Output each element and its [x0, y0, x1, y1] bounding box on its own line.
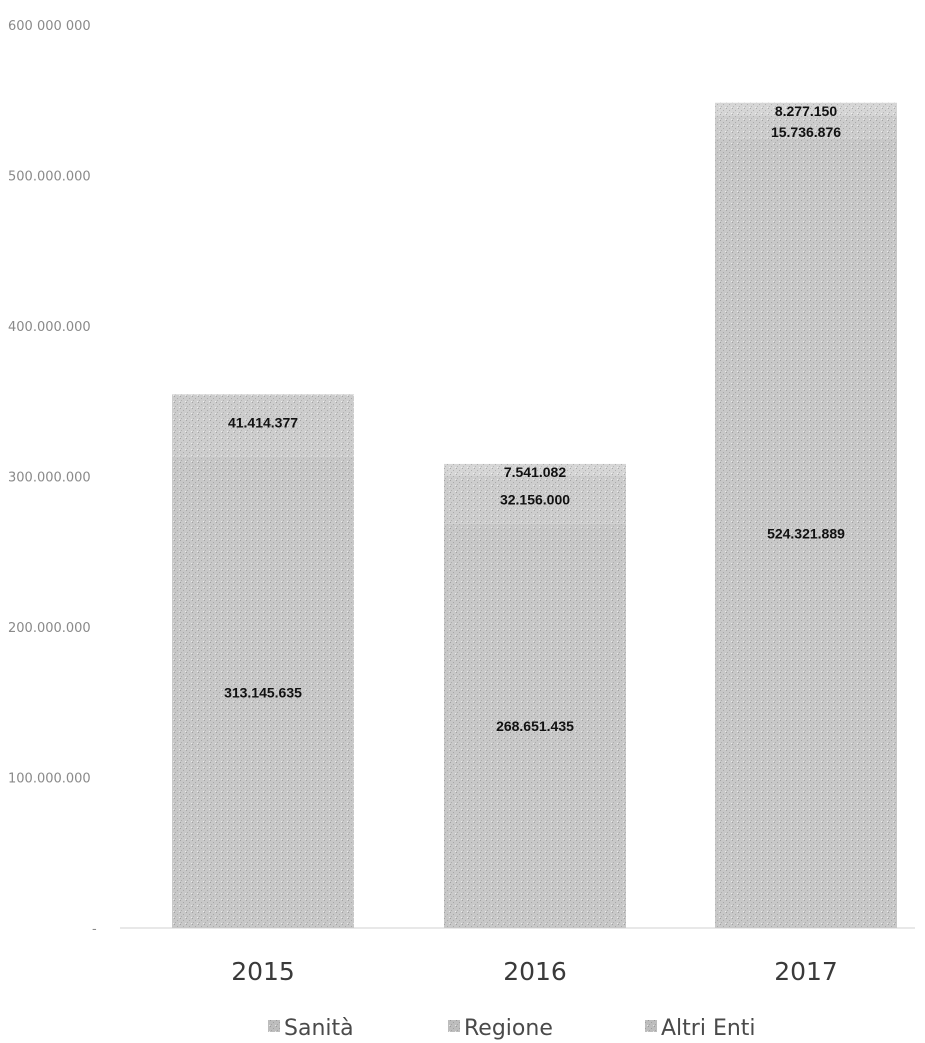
- x-tick-label: 2016: [503, 957, 567, 986]
- bar-texture: [172, 394, 354, 457]
- legend-item: Regione: [448, 1016, 553, 1041]
- legend-label: Sanità: [284, 1016, 354, 1041]
- bar-texture: [444, 475, 626, 524]
- legend-label: Regione: [464, 1016, 553, 1041]
- data-label: 524.321.889: [767, 525, 845, 541]
- bar-texture: [444, 463, 626, 476]
- bar-texture: [715, 115, 897, 139]
- data-label: 268.651.435: [496, 718, 574, 734]
- data-label: 32.156.000: [500, 491, 570, 507]
- data-label: 15.736.876: [771, 124, 841, 140]
- x-tick-label: 2017: [774, 957, 838, 986]
- legend-swatch-texture: [448, 1020, 460, 1032]
- bar-texture: [444, 523, 626, 928]
- data-label: 41.414.377: [228, 414, 298, 430]
- x-axis: 2015 2016 2017: [231, 957, 838, 986]
- bars: 313.145.635 41.414.377 268.651.435 32.156.0…: [172, 102, 897, 928]
- y-tick-label: 500.000.000: [8, 170, 91, 185]
- y-tick-label: 300.000.000: [8, 471, 91, 486]
- x-tick-label: 2015: [231, 957, 295, 986]
- legend-swatch-texture: [268, 1020, 280, 1032]
- bar-texture: [715, 138, 897, 928]
- legend-item: Sanità: [268, 1016, 354, 1041]
- legend-label: Altri Enti: [661, 1016, 756, 1041]
- legend-item: Altri Enti: [645, 1016, 756, 1041]
- bar-texture: [172, 456, 354, 928]
- legend-swatch-texture: [645, 1020, 657, 1032]
- y-tick-label: 600 000 000: [8, 19, 91, 34]
- y-tick-label: 400.000.000: [8, 320, 91, 335]
- y-axis: - 100.000.000 200.000.000 300.000.000 400.00…: [8, 19, 97, 937]
- bar-texture: [715, 102, 897, 116]
- y-tick-label: 200.000.000: [8, 621, 91, 636]
- y-tick-label: 100.000.000: [8, 772, 91, 787]
- data-label: 7.541.082: [504, 464, 566, 480]
- data-label: 8.277.150: [775, 103, 837, 119]
- y-tick-label: -: [92, 922, 97, 937]
- legend: Sanità Regione Altri Enti: [268, 1016, 756, 1041]
- data-label: 313.145.635: [224, 684, 302, 700]
